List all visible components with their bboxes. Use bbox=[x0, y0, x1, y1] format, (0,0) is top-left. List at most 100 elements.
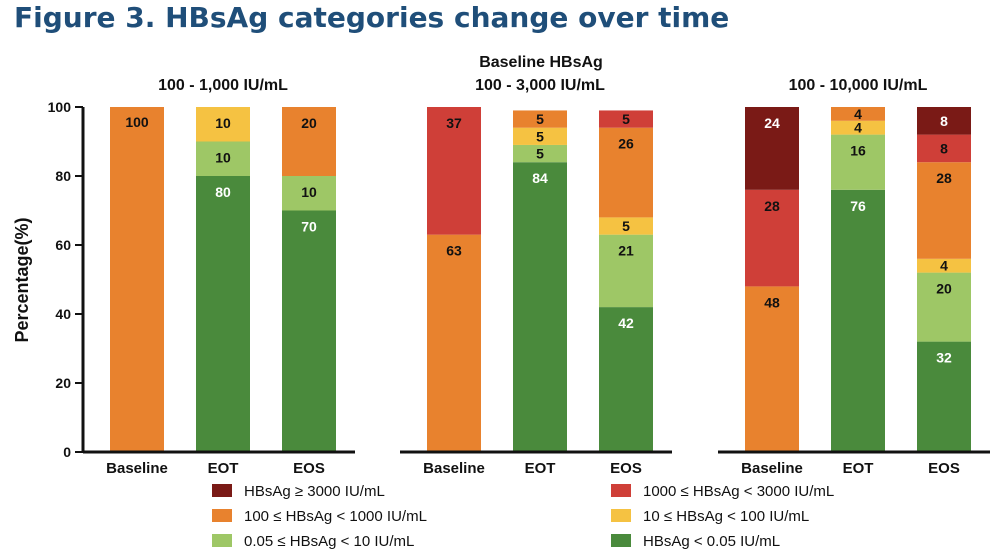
data-label: 80 bbox=[215, 184, 231, 200]
legend-label-10to100: 10 ≤ HBsAg < 100 IU/mL bbox=[643, 508, 809, 525]
data-label: 24 bbox=[764, 115, 780, 131]
figure-title: Figure 3. HBsAg categories change over t… bbox=[14, 1, 729, 34]
legend-swatch-10to100 bbox=[611, 509, 631, 522]
bar-segment-005to10 bbox=[599, 234, 653, 308]
bar-segment-005to10 bbox=[196, 141, 250, 176]
data-label: 63 bbox=[446, 243, 462, 259]
y-axis-label: Percentage(%) bbox=[12, 217, 32, 342]
data-label: 5 bbox=[622, 218, 630, 234]
bar-segment-ge3000 bbox=[745, 107, 799, 190]
data-label: 42 bbox=[618, 315, 634, 331]
group-label: 100 - 3,000 IU/mL bbox=[475, 77, 605, 94]
data-label: 4 bbox=[940, 258, 948, 274]
x-axis: Baseline EOT EOS Baseline EOT EOS Baseline EOT E… bbox=[83, 450, 990, 477]
data-label: 28 bbox=[764, 198, 780, 214]
bar-segment-100to1000 bbox=[917, 162, 971, 259]
x-tick-label: EOS bbox=[293, 460, 325, 477]
data-label: 5 bbox=[536, 111, 544, 127]
super-header: Baseline HBsAg bbox=[479, 54, 603, 71]
bar-segment-1000to3000 bbox=[745, 189, 799, 287]
x-tick-label: EOT bbox=[843, 460, 874, 477]
data-label: 10 bbox=[215, 150, 231, 166]
bar-segment-1000to3000 bbox=[427, 107, 481, 235]
bar-segment-005to10 bbox=[513, 144, 567, 163]
data-label: 8 bbox=[940, 140, 948, 156]
bar-segment-100to1000 bbox=[110, 107, 164, 452]
bar-segment-10to100 bbox=[831, 120, 885, 135]
y-tick-label: 100 bbox=[48, 99, 72, 115]
bar-segment-10to100 bbox=[917, 258, 971, 273]
legend-swatch-005to10 bbox=[212, 534, 232, 547]
bar-segment-lt005 bbox=[513, 162, 567, 452]
bar-segment-10to100 bbox=[599, 217, 653, 235]
y-tick-label: 20 bbox=[55, 375, 71, 391]
bar-segment-ge3000 bbox=[917, 107, 971, 135]
x-tick-label: Baseline bbox=[423, 460, 485, 477]
legend-label-ge3000: HBsAg ≥ 3000 IU/mL bbox=[244, 483, 385, 500]
bar-segment-10to100 bbox=[513, 127, 567, 145]
legend-swatch-lt005 bbox=[611, 534, 631, 547]
bar-segment-005to10 bbox=[831, 134, 885, 190]
legend-label-100to1000: 100 ≤ HBsAg < 1000 IU/mL bbox=[244, 508, 427, 525]
data-label: 8 bbox=[940, 113, 948, 129]
y-axis: 0 20 40 60 80 100 bbox=[48, 99, 85, 460]
bar-segment-1000to3000 bbox=[599, 110, 653, 128]
x-tick-label: EOT bbox=[525, 460, 556, 477]
x-tick-label: EOS bbox=[610, 460, 642, 477]
bar-segment-lt005 bbox=[917, 341, 971, 452]
bar-segment-100to1000 bbox=[513, 110, 567, 128]
data-label: 20 bbox=[301, 115, 317, 131]
data-label: 4 bbox=[854, 106, 862, 122]
y-tick-label: 60 bbox=[55, 237, 71, 253]
group-label: 100 - 10,000 IU/mL bbox=[789, 77, 928, 94]
legend: HBsAg ≥ 3000 IU/mL 1000 ≤ HBsAg < 3000 IU… bbox=[212, 483, 834, 550]
data-label: 26 bbox=[618, 136, 634, 152]
group-label: 100 - 1,000 IU/mL bbox=[158, 77, 288, 94]
bar-segment-005to10 bbox=[282, 176, 336, 211]
data-label: 4 bbox=[854, 120, 862, 136]
data-label: 5 bbox=[536, 146, 544, 162]
bar-segment-lt005 bbox=[196, 176, 250, 452]
legend-label-005to10: 0.05 ≤ HBsAg < 10 IU/mL bbox=[244, 533, 414, 550]
y-tick-label: 40 bbox=[55, 306, 71, 322]
data-label: 37 bbox=[446, 115, 462, 131]
data-label: 5 bbox=[622, 111, 630, 127]
legend-label-1000to3000: 1000 ≤ HBsAg < 3000 IU/mL bbox=[643, 483, 834, 500]
data-label: 16 bbox=[850, 143, 866, 159]
data-label: 21 bbox=[618, 243, 634, 259]
data-label: 100 bbox=[125, 114, 149, 130]
data-label: 10 bbox=[301, 184, 317, 200]
legend-swatch-ge3000 bbox=[212, 484, 232, 497]
data-label: 84 bbox=[532, 170, 548, 186]
data-label: 70 bbox=[301, 219, 317, 235]
bar-segment-1000to3000 bbox=[917, 134, 971, 163]
data-label: 48 bbox=[764, 294, 780, 310]
group-labels: 100 - 1,000 IU/mL 100 - 3,000 IU/mL 100 - … bbox=[158, 77, 928, 94]
data-label: 32 bbox=[936, 350, 952, 366]
data-label: 20 bbox=[936, 281, 952, 297]
bar-segment-lt005 bbox=[599, 307, 653, 452]
bar-segment-lt005 bbox=[282, 210, 336, 452]
y-tick-label: 80 bbox=[55, 168, 71, 184]
bar-segment-10to100 bbox=[196, 107, 250, 142]
legend-swatch-100to1000 bbox=[212, 509, 232, 522]
bar-segment-100to1000 bbox=[745, 286, 799, 452]
bar-segment-100to1000 bbox=[599, 127, 653, 218]
data-label: 5 bbox=[536, 128, 544, 144]
x-tick-label: Baseline bbox=[106, 460, 168, 477]
data-label: 28 bbox=[936, 170, 952, 186]
bar-segment-100to1000 bbox=[427, 234, 481, 452]
legend-label-lt005: HBsAg < 0.05 IU/mL bbox=[643, 533, 780, 550]
data-label: 76 bbox=[850, 198, 866, 214]
bar-segment-100to1000 bbox=[282, 107, 336, 176]
x-tick-label: EOS bbox=[928, 460, 960, 477]
data-label: 10 bbox=[215, 115, 231, 131]
x-tick-label: Baseline bbox=[741, 460, 803, 477]
bar-segment-100to1000 bbox=[831, 107, 885, 121]
bar-segment-005to10 bbox=[917, 272, 971, 342]
bars: 1008010107010206337845554221526548282476… bbox=[110, 106, 971, 453]
legend-swatch-1000to3000 bbox=[611, 484, 631, 497]
y-tick-label: 0 bbox=[63, 444, 71, 460]
bar-segment-lt005 bbox=[831, 189, 885, 453]
